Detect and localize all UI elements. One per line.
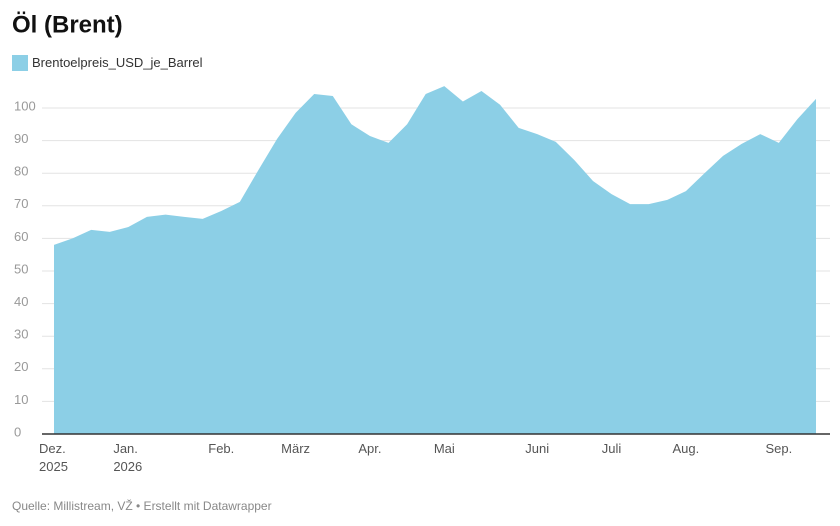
x-tick-label: Feb. xyxy=(208,441,234,456)
x-tick-line: März xyxy=(281,441,310,456)
legend-label: Brentoelpreis_USD_je_Barrel xyxy=(32,55,203,70)
x-tick-label: Dez. 2025 xyxy=(39,441,68,474)
x-tick-line: Jan. xyxy=(113,441,138,456)
x-tick-label: Apr. xyxy=(358,441,381,456)
y-tick-label: 100 xyxy=(14,98,36,113)
y-tick-label: 60 xyxy=(14,229,28,244)
y-tick-label: 40 xyxy=(14,294,28,309)
source: Quelle: Millistream, VŽ • Erstellt mit D… xyxy=(12,498,272,513)
chart-title: Öl (Brent) xyxy=(12,11,123,38)
y-tick-label: 90 xyxy=(14,131,28,146)
x-tick-label: Aug. xyxy=(673,441,700,456)
x-tick-line: Aug. xyxy=(673,441,700,456)
y-tick-label: 20 xyxy=(14,359,28,374)
y-tick-label: 10 xyxy=(14,392,28,407)
y-tick-label: 0 xyxy=(14,424,21,439)
x-tick-line: Juli xyxy=(602,441,622,456)
x-tick-line: Juni xyxy=(525,441,549,456)
x-tick-line: Apr. xyxy=(358,441,381,456)
area xyxy=(54,86,816,435)
x-tick-line: 2025 xyxy=(39,459,68,474)
y-tick-label: 50 xyxy=(14,261,28,276)
x-tick-line: Feb. xyxy=(208,441,234,456)
legend-swatch xyxy=(12,55,28,71)
x-tick-line: Sep. xyxy=(765,441,792,456)
y-tick-label: 70 xyxy=(14,196,28,211)
x-tick-line: 2026 xyxy=(113,459,142,474)
x-tick-label: Mai xyxy=(434,441,455,456)
y-tick-label: 80 xyxy=(14,164,28,179)
x-tick-label: März xyxy=(281,441,310,456)
x-tick-line: Mai xyxy=(434,441,455,456)
y-tick-label: 30 xyxy=(14,327,28,342)
x-tick-label: Jan. 2026 xyxy=(113,441,142,474)
x-tick-label: Juni xyxy=(525,441,549,456)
x-tick-label: Sep. xyxy=(765,441,792,456)
x-tick-label: Juli xyxy=(602,441,622,456)
x-tick-line: Dez. xyxy=(39,441,66,456)
